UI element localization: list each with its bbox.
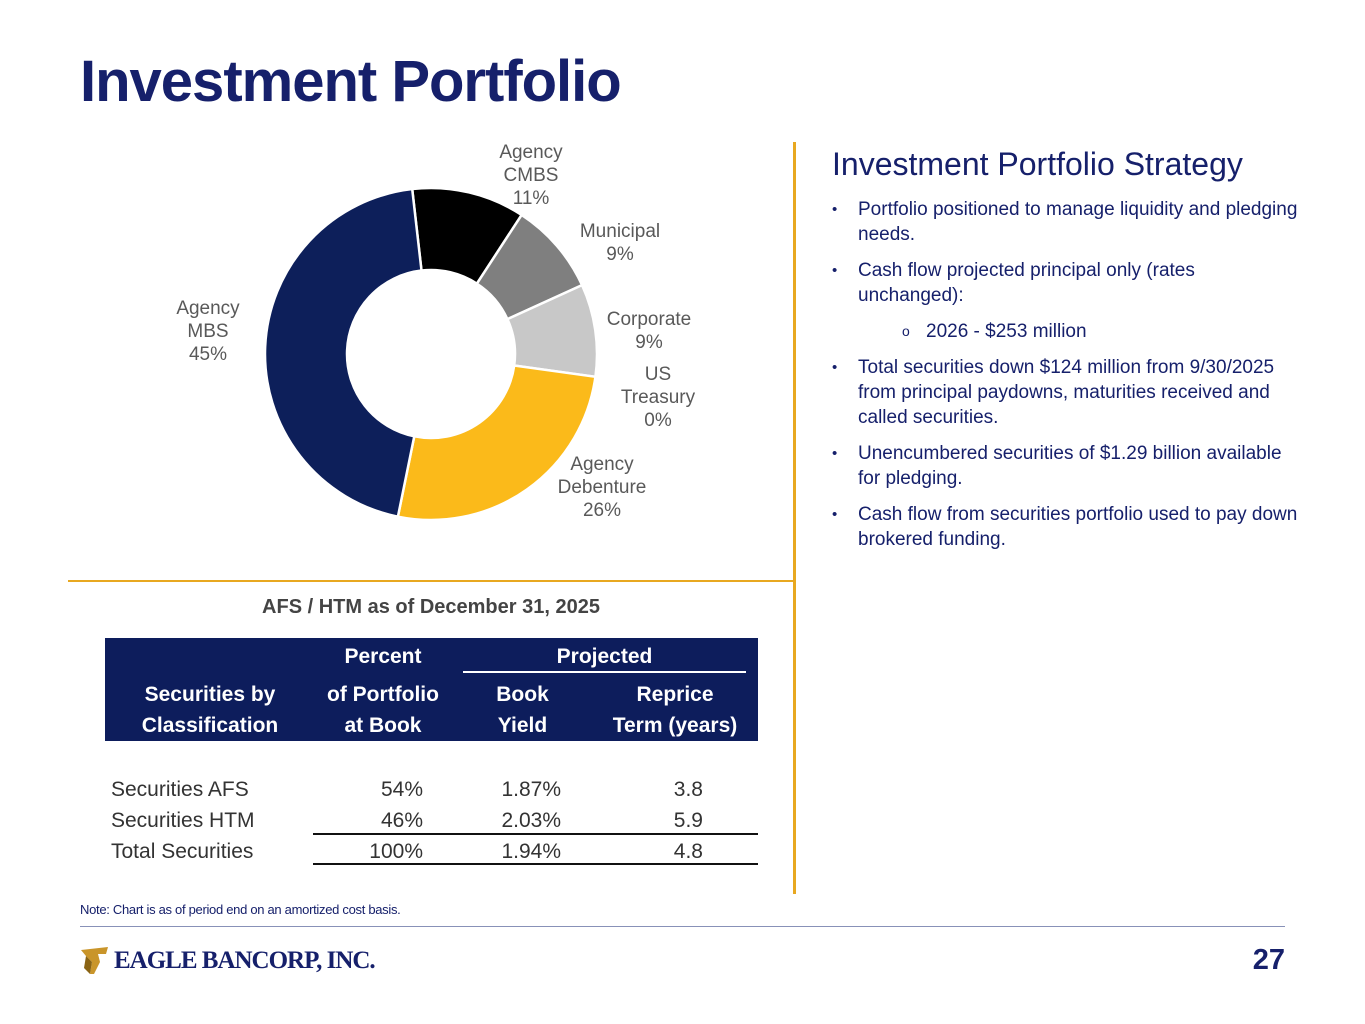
table-body: Securities AFS 54% 1.87% 3.8 Securities … [105,774,758,867]
table-header: Securities by Classification Percent of … [105,638,758,741]
bullet-text: Cash flow projected principal only (rate… [858,260,1195,306]
strategy-bullets: • Portfolio positioned to manage liquidit… [832,197,1302,563]
bullet-marker: • [832,445,838,462]
row-name: Securities HTM [111,809,255,832]
donut-label-corporate: Corporate 9% [607,309,692,353]
bullet-text: Unencumbered securities of $1.29 billion… [858,443,1282,489]
sub-bullet-item: o 2026 - $253 million [832,319,1302,344]
footer-rule [80,926,1285,927]
row-name: Total Securities [111,840,254,863]
donut-slice-agency-mbs [263,187,423,519]
header-percent-line2: of Portfolio [327,683,439,706]
header-book-line2: Yield [497,714,548,737]
bullet-marker: • [832,262,838,279]
table-row: Securities HTM 46% 2.03% 5.9 [105,805,758,836]
row-yield: 1.87% [501,778,561,801]
donut-label-agency-debenture: Agency Debenture 26% [558,454,647,521]
row-percent: 54% [380,778,423,801]
header-book-line1: Book [496,683,549,706]
vertical-divider [793,142,796,894]
sub-bullet-marker: o [902,323,910,339]
bullet-item: • Portfolio positioned to manage liquidit… [832,197,1302,247]
horizontal-divider [68,580,795,582]
bullet-item: • Unencumbered securities of $1.29 billio… [832,441,1302,491]
table-row-total: Total Securities 100% 1.94% 4.8 [105,836,758,867]
bullet-item: • Total securities down $124 million from… [832,355,1302,430]
donut-label-us-treasury: US Treasury 0% [621,364,696,431]
bullet-text: Portfolio positioned to manage liquidity… [858,199,1298,245]
logo-text: EAGLE BANCORP, INC. [114,947,376,974]
header-classification-line2: Classification [141,714,279,737]
bullet-text: Total securities down $124 million from … [858,357,1275,428]
bullet-marker: • [832,201,838,218]
bullet-text: 2026 - $253 million [926,321,1087,342]
header-reprice-line1: Reprice [636,683,714,706]
table-title: AFS / HTM as of December 31, 2025 [262,596,600,618]
row-term: 3.8 [673,778,703,801]
footnote: Note: Chart is as of period end on an am… [80,902,401,917]
table-row: Securities AFS 54% 1.87% 3.8 [105,774,758,805]
row-yield: 1.94% [501,840,561,863]
row-percent: 46% [380,809,423,832]
page-number: 27 [1252,944,1285,976]
bullet-item: • Cash flow from securities portfolio use… [832,502,1302,552]
header-classification-line1: Securities by [144,683,276,706]
bullet-marker: • [832,506,838,523]
row-percent: 100% [369,840,423,863]
donut-slice-agency-debenture [396,364,597,522]
bullet-marker: • [832,359,838,376]
header-percent-line1: Percent [344,645,422,668]
bullet-item: • Cash flow projected principal only (rat… [832,258,1302,308]
company-logo: EAGLE BANCORP, INC. [80,946,376,976]
eagle-icon [80,946,110,976]
row-name: Securities AFS [111,778,249,801]
header-percent-line3: at Book [344,714,422,737]
row-yield: 2.03% [501,809,561,832]
projected-underline [463,671,746,673]
strategy-title: Investment Portfolio Strategy [832,146,1243,182]
header-projected: Projected [556,645,653,668]
header-reprice-line2: Term (years) [612,714,738,737]
total-top-rule [313,833,758,835]
donut-label-agency-cmbs: Agency CMBS 11% [499,142,563,209]
donut-label-municipal: Municipal 9% [580,221,660,265]
donut-label-agency-mbs: Agency MBS 45% [176,298,240,365]
row-term: 4.8 [673,840,703,863]
page-title: Investment Portfolio [80,49,622,114]
bullet-text: Cash flow from securities portfolio used… [858,504,1298,550]
portfolio-donut-chart: Agency CMBS 11% Municipal 9% Corporate 9% US Tre… [176,142,696,522]
total-bottom-rule [313,863,758,865]
row-term: 5.9 [673,809,703,832]
